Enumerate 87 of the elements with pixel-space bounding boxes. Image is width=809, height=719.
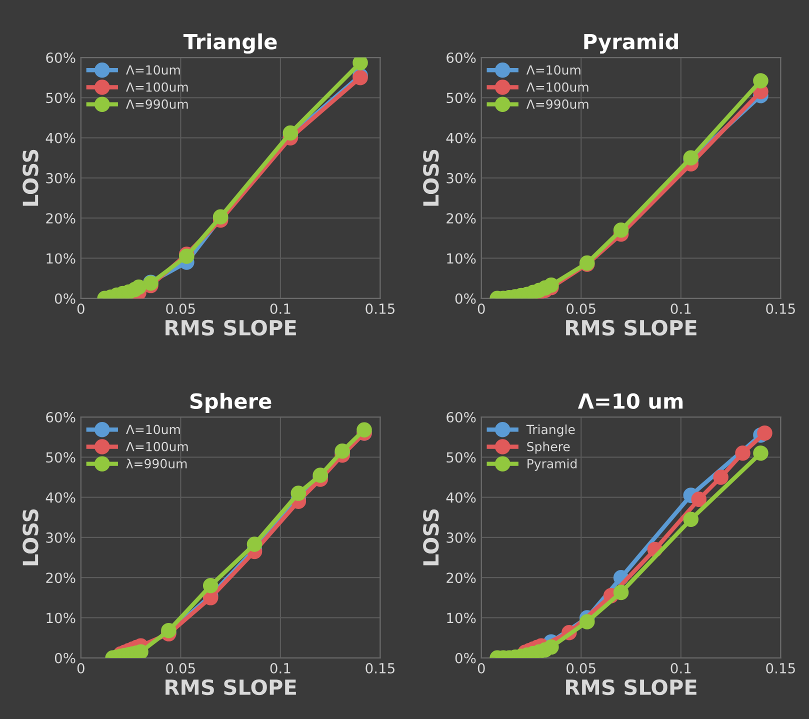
legend-label: Triangle [526,424,575,437]
y-tick-label: 10% [46,253,76,264]
legend-label: Λ=10um [126,65,180,75]
y-tick-label: 10% [447,612,476,624]
y-axis-title: LOSS [22,150,38,206]
x-tick-label: 0.15 [366,662,394,674]
y-tick-label: 0% [455,293,476,304]
y-axis-title: LOSS [423,150,439,206]
legend-label: Sphere [527,442,570,454]
legend-label: Λ=100um [126,442,188,452]
y-tick-label: 60% [46,52,76,63]
y-tick-label: 10% [447,253,476,264]
point [757,425,772,441]
point [246,536,262,552]
legend-label: Λ=990um [526,99,588,109]
x-tick-label: 0.15 [766,303,795,314]
legend-label: λ=990um [126,458,187,468]
point [683,512,699,528]
point [352,58,368,70]
chart-title: Triangle [183,33,277,54]
point [544,639,559,655]
y-tick-label: 20% [46,213,76,224]
x-axis-title: RMS SLOPE [566,679,696,696]
y-tick-label: 50% [446,92,476,104]
y-tick-label: 0% [455,652,476,664]
y-tick-label: 30% [446,172,476,184]
x-tick-label: 0.1 [270,662,290,674]
y-tick-label: 30% [46,172,76,184]
chart-title: Sphere [190,392,272,414]
point [131,280,146,295]
point [753,446,768,461]
x-tick-label: 0.05 [166,303,195,314]
y-tick-label: 50% [446,452,476,463]
x-tick-label: 0 [77,303,84,314]
y-tick-label: 20% [46,572,76,584]
point [290,486,306,501]
x-tick-label: 0.15 [366,303,394,314]
y-tick-label: 20% [446,213,476,224]
y-tick-label: 50% [46,452,76,463]
y-tick-label: 40% [46,132,76,144]
x-axis-title: RMS SLOPE [166,320,296,336]
legend-label: Pyramid [528,458,577,471]
x-tick-label: 0.05 [566,303,596,314]
y-tick-label: 40% [446,492,476,503]
legend-label: Λ=100um [526,82,588,92]
point [713,470,728,485]
point [753,73,768,88]
x-tick-label: 0.1 [670,303,691,314]
x-tick-label: 0.05 [566,662,596,674]
legend-label: Λ=10um [126,424,180,434]
legend-label: Λ=990um [126,99,188,109]
y-tick-label: 10% [46,612,76,624]
y-tick-label: 0% [54,652,76,664]
y-tick-label: 20% [446,572,476,584]
x-tick-label: 0.05 [166,662,195,674]
y-tick-label: 60% [446,412,476,422]
x-axis-title: RMS SLOPE [166,679,296,696]
y-tick-label: 60% [446,52,476,63]
y-axis-title: LOSS [22,509,38,566]
point [613,584,629,600]
x-tick-label: 0.15 [766,662,795,674]
point [691,492,707,507]
y-tick-label: 60% [46,412,76,422]
y-tick-label: 30% [46,532,76,543]
y-tick-label: 40% [446,132,476,144]
chart-title: Pyramid [584,33,678,54]
legend-label: Λ=100um [126,82,188,92]
y-tick-label: 50% [46,92,76,104]
point [356,422,372,438]
chart-title: Λ=10 um [578,393,683,409]
y-tick-label: 40% [46,492,76,503]
point [202,578,218,594]
point [735,446,750,461]
point [282,125,298,141]
y-tick-label: 30% [446,532,476,543]
point [544,278,559,293]
x-tick-label: 0 [478,303,485,314]
point [613,222,629,238]
x-axis-title: RMS SLOPE [566,320,696,336]
legend-label: Λ=10um [526,65,580,75]
x-tick-label: 0 [77,662,84,674]
x-tick-label: 0.1 [270,303,290,314]
x-tick-label: 0 [478,662,485,674]
point [579,614,595,630]
y-axis-title: LOSS [423,509,439,566]
x-tick-label: 0.1 [670,662,691,674]
y-tick-label: 0% [54,293,76,304]
